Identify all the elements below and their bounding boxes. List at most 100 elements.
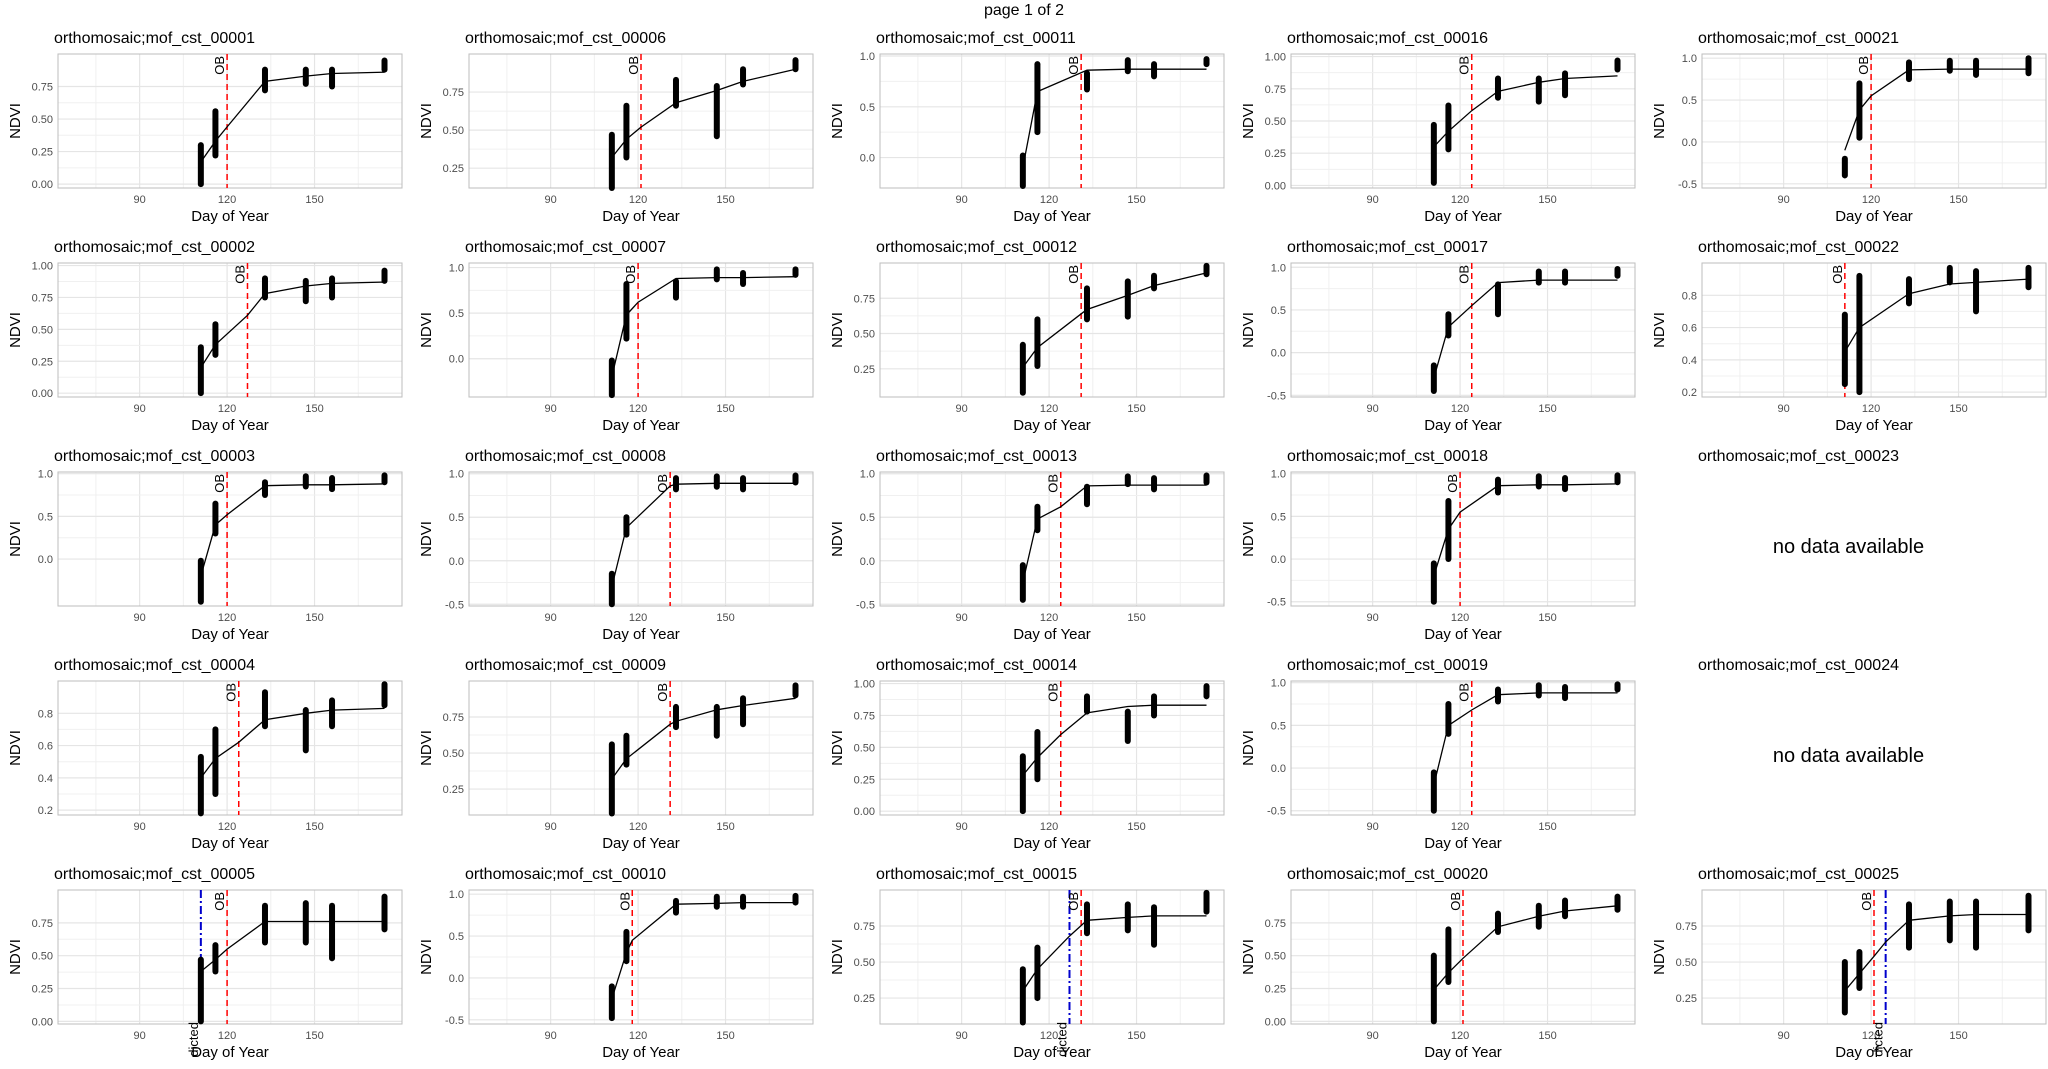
panel-border	[1701, 262, 2047, 398]
x-tick-label: 90	[545, 194, 557, 206]
fitted-curve	[1433, 75, 1618, 148]
observed-label: OB	[232, 265, 247, 284]
y-tick-label: 0.50	[32, 114, 53, 126]
x-axis-label: Day of Year	[191, 417, 269, 434]
x-tick-label: 120	[1040, 194, 1058, 206]
y-tick-label: 0.75	[1265, 918, 1286, 930]
fitted-curve	[1022, 68, 1207, 168]
facet-title: orthomosaic;mof_cst_00006	[465, 30, 666, 47]
y-tick-label: 0.0	[860, 153, 875, 165]
facet-chart: orthomosaic;mof_cst_00007 0.0 0.5 1.0 90 120 1…	[418, 239, 814, 434]
x-tick-label: 150	[1538, 1030, 1556, 1042]
facet-chart: orthomosaic;mof_cst_00006 0.25 0.50 0.75 90 1…	[418, 30, 814, 225]
y-tick-label: 0.0	[449, 556, 464, 568]
y-tick-label: 0.0	[449, 973, 464, 985]
facet-chart: orthomosaic;mof_cst_00019 -0.5 0.0 0.5 1.0 90…	[1240, 657, 1636, 852]
facet-title: orthomosaic;mof_cst_00007	[465, 239, 666, 256]
x-tick-label: 90	[956, 612, 968, 624]
x-axis-label: Day of Year	[191, 626, 269, 643]
x-tick-label: 150	[716, 821, 734, 833]
observed-label: OB	[1066, 56, 1081, 75]
facet-chart: orthomosaic;mof_cst_00003 0.0 0.5 1.0 90 120 1…	[7, 448, 403, 643]
y-tick-label: 1.0	[1271, 678, 1286, 690]
y-tick-label: 0.25	[1265, 148, 1286, 160]
panel-border	[1290, 53, 1636, 189]
x-axis-label: Day of Year	[1424, 835, 1502, 852]
facet-title: orthomosaic;mof_cst_00005	[54, 866, 255, 883]
y-tick-label: 0.00	[1265, 180, 1286, 192]
panel-border	[468, 680, 814, 816]
page-label: page 1 of 2	[983, 2, 1065, 19]
y-tick-label: -0.5	[445, 599, 464, 611]
y-tick-label: 0.0	[1271, 554, 1286, 566]
facet-title: orthomosaic;mof_cst_00015	[876, 866, 1077, 883]
y-axis-label: NDVI	[829, 521, 846, 557]
x-axis-label: Day of Year	[1835, 208, 1913, 225]
facet-chart: orthomosaic;mof_cst_00023	[1698, 448, 1899, 465]
y-axis-label: NDVI	[418, 312, 435, 348]
y-axis-label: NDVI	[7, 730, 24, 766]
y-tick-label: -0.5	[1267, 597, 1286, 609]
x-tick-label: 120	[1040, 821, 1058, 833]
x-axis-label: Day of Year	[1424, 626, 1502, 643]
y-axis-label: NDVI	[7, 939, 24, 975]
fitted-curve	[611, 901, 796, 1000]
x-tick-label: 150	[716, 612, 734, 624]
x-tick-label: 120	[629, 403, 647, 415]
y-tick-label: 1.0	[449, 889, 464, 901]
y-axis-label: NDVI	[7, 312, 24, 348]
fitted-curve	[1022, 915, 1207, 992]
observed-label: OB	[626, 56, 641, 75]
y-axis-label: NDVI	[418, 103, 435, 139]
x-axis-label: Day of Year	[1424, 417, 1502, 434]
x-axis-label: Day of Year	[191, 835, 269, 852]
facet-chart: orthomosaic;mof_cst_00018 -0.5 0.0 0.5 1.0 90…	[1240, 448, 1636, 643]
x-axis-label: Day of Year	[602, 626, 680, 643]
y-tick-label: -0.5	[856, 599, 875, 611]
facet-title: orthomosaic;mof_cst_00021	[1698, 30, 1899, 47]
x-axis-label: Day of Year	[1013, 417, 1091, 434]
y-tick-label: 0.25	[32, 356, 53, 368]
x-axis-label: Day of Year	[1013, 1044, 1091, 1061]
facet-title: orthomosaic;mof_cst_00018	[1287, 448, 1488, 465]
facet-title: orthomosaic;mof_cst_00010	[465, 866, 666, 883]
x-axis-label: Day of Year	[602, 835, 680, 852]
y-tick-label: 0.50	[1265, 116, 1286, 128]
x-tick-label: 150	[1127, 821, 1145, 833]
observed-label: OB	[1448, 892, 1463, 911]
x-tick-label: 150	[305, 403, 323, 415]
x-tick-label: 120	[1451, 403, 1469, 415]
facet-panel: orthomosaic;mof_cst_00025 0.25 0.50 0.75 90 1…	[1644, 854, 2048, 1063]
y-tick-label: -0.5	[1267, 806, 1286, 818]
x-tick-label: 90	[1367, 821, 1379, 833]
x-tick-label: 90	[1778, 1030, 1790, 1042]
y-tick-label: 0.0	[38, 554, 53, 566]
y-axis-label: NDVI	[1240, 312, 1257, 348]
y-axis-label: NDVI	[418, 521, 435, 557]
predicted-label: dicted	[1871, 1022, 1886, 1057]
x-tick-label: 120	[218, 194, 236, 206]
x-tick-label: 150	[1127, 194, 1145, 206]
x-tick-label: 150	[716, 1030, 734, 1042]
fitted-curve	[611, 482, 796, 588]
x-tick-label: 90	[1778, 403, 1790, 415]
x-tick-label: 150	[1127, 1030, 1145, 1042]
x-tick-label: 150	[1127, 403, 1145, 415]
facet-chart: orthomosaic;mof_cst_00017 -0.5 0.0 0.5 1.0 90…	[1240, 239, 1636, 434]
y-tick-label: 0.25	[854, 364, 875, 376]
facet-title: orthomosaic;mof_cst_00013	[876, 448, 1077, 465]
y-tick-label: 0.4	[1682, 355, 1697, 367]
x-tick-label: 150	[305, 612, 323, 624]
facet-title: orthomosaic;mof_cst_00002	[54, 239, 255, 256]
x-tick-label: 150	[1538, 194, 1556, 206]
observed-label: OB	[224, 683, 239, 702]
x-tick-label: 90	[134, 612, 146, 624]
x-tick-label: 150	[716, 194, 734, 206]
x-tick-label: 90	[1367, 403, 1379, 415]
observed-label: OB	[1066, 892, 1081, 911]
y-tick-label: 1.0	[1271, 469, 1286, 481]
y-axis-label: NDVI	[418, 939, 435, 975]
fitted-curve	[1433, 279, 1618, 379]
x-axis-label: Day of Year	[191, 208, 269, 225]
facet-title: orthomosaic;mof_cst_00022	[1698, 239, 1899, 256]
